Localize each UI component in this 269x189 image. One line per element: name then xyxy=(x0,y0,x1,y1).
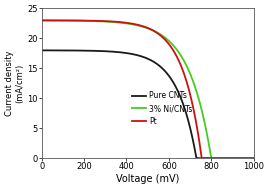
Pure CNTs xyxy=(51,49,54,52)
Legend: Pure CNTs, 3% Ni/CNTs, Pt: Pure CNTs, 3% Ni/CNTs, Pt xyxy=(130,90,194,127)
Pure CNTs xyxy=(246,157,249,159)
Pt xyxy=(246,157,249,159)
Line: Pure CNTs: Pure CNTs xyxy=(42,50,254,158)
Pure CNTs xyxy=(143,56,146,59)
Pure CNTs xyxy=(246,157,249,159)
Y-axis label: Current density
(mA/cm²): Current density (mA/cm²) xyxy=(5,50,24,116)
Line: Pt: Pt xyxy=(42,20,254,158)
Pure CNTs xyxy=(137,55,141,57)
3% Ni/CNTs xyxy=(143,26,146,28)
Line: 3% Ni/CNTs: 3% Ni/CNTs xyxy=(42,20,254,158)
Pt xyxy=(200,157,203,159)
3% Ni/CNTs xyxy=(51,19,54,22)
3% Ni/CNTs xyxy=(252,157,255,159)
Pt xyxy=(137,24,141,26)
Pure CNTs xyxy=(40,49,43,51)
Pt xyxy=(51,19,54,22)
X-axis label: Voltage (mV): Voltage (mV) xyxy=(116,174,179,184)
3% Ni/CNTs xyxy=(246,157,249,159)
3% Ni/CNTs xyxy=(137,25,141,27)
Pure CNTs xyxy=(207,157,210,159)
3% Ni/CNTs xyxy=(246,157,249,159)
Pt xyxy=(252,157,255,159)
Pure CNTs xyxy=(195,157,198,159)
Pt xyxy=(207,157,210,159)
Pt xyxy=(246,157,249,159)
Pt xyxy=(143,26,146,28)
3% Ni/CNTs xyxy=(40,19,43,22)
3% Ni/CNTs xyxy=(210,157,213,159)
3% Ni/CNTs xyxy=(207,141,210,144)
Pt xyxy=(40,19,43,22)
Pure CNTs xyxy=(252,157,255,159)
